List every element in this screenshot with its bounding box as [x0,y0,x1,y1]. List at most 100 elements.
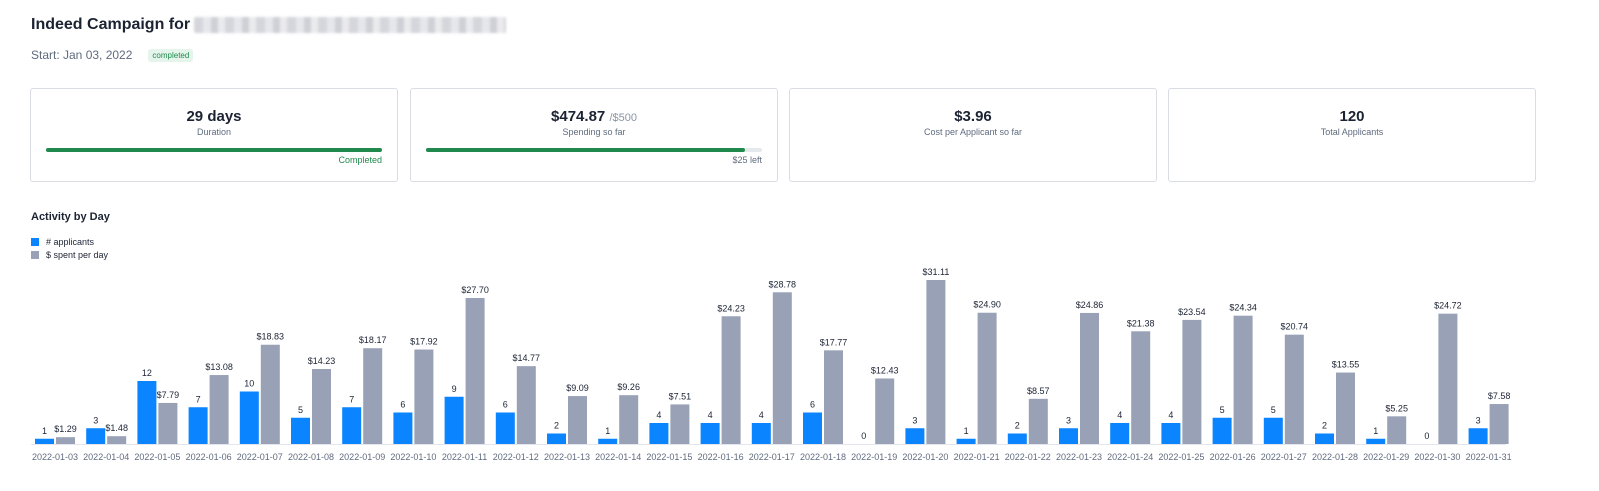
x-tick-label: 2022-01-20 [902,452,948,462]
bar-applicants [137,381,157,444]
bar-spent [209,375,229,444]
x-tick-label: 2022-01-17 [749,452,795,462]
data-label-spent: $24.34 [1229,303,1257,313]
data-label-applicants: 5 [1220,405,1225,415]
bar-spent [772,292,792,444]
bar-applicants [342,407,362,444]
data-label-applicants: 0 [1424,431,1429,441]
data-label-applicants: 1 [1373,426,1378,436]
spending-progress-fill [426,148,746,152]
bar-applicants [35,438,54,444]
bar-applicants [1468,428,1488,444]
spending-progress-track [426,148,762,152]
spending-budget: /$500 [609,112,637,124]
bar-applicants [700,423,720,444]
data-label-spent: $24.90 [973,300,1001,310]
bar-spent [260,344,280,444]
data-label-spent: $13.55 [1332,360,1360,370]
data-label-applicants: 5 [298,405,303,415]
chart-title: Activity by Day [31,211,110,223]
x-tick-label: 2022-01-23 [1056,452,1102,462]
data-label-applicants: 6 [810,400,815,410]
spending-remaining: $25 left [732,155,762,165]
bar-spent [1489,404,1509,444]
data-label-spent: $27.70 [461,285,489,295]
data-label-applicants: 3 [1476,415,1481,425]
bar-spent [107,436,127,444]
data-label-spent: $13.08 [205,362,233,372]
data-label-applicants: 1 [605,426,610,436]
data-label-spent: $7.79 [157,390,180,400]
total-applicants-value: 120 [1339,108,1365,125]
bar-spent [670,404,690,444]
data-label-spent: $18.83 [257,332,285,342]
legend-swatch-applicants [31,238,39,246]
bar-spent [1336,372,1355,444]
data-label-applicants: 2 [1322,421,1327,431]
x-tick-label: 2022-01-04 [83,452,129,462]
bar-spent [363,348,383,444]
bar-spent [465,297,485,444]
campaign-meta: Start: Jan 03, 2022 completed [31,48,194,62]
status-badge: completed [148,48,194,62]
x-tick-label: 2022-01-27 [1261,452,1307,462]
data-label-spent: $23.54 [1178,307,1206,317]
bar-spent [1233,315,1253,444]
data-label-spent: $21.38 [1127,318,1155,328]
cost-per-applicant-label: Cost per Applicant so far [923,127,1023,137]
campaign-title-text: Indeed Campaign for [31,16,191,33]
data-label-applicants: 2 [1015,421,1020,431]
bar-spent [1080,312,1099,444]
cost-per-applicant-card: $3.96 Cost per Applicant so far [789,88,1157,182]
data-label-applicants: 4 [1168,410,1173,420]
bar-spent [568,396,587,444]
spending-card: $474.87 /$500 Spending so far $25 left [410,88,778,182]
bar-spent [414,349,434,444]
data-label-spent: $5.25 [1385,403,1408,413]
data-label-applicants: 0 [861,431,866,441]
duration-value: 29 days [186,108,242,125]
bar-applicants [495,412,515,444]
total-applicants-card: 120 Total Applicants [1168,88,1536,182]
data-label-spent: $20.74 [1281,322,1309,332]
bar-applicants [547,433,566,444]
x-tick-label: 2022-01-26 [1210,452,1256,462]
x-tick-label: 2022-01-29 [1363,452,1409,462]
bar-applicants [1161,423,1181,444]
bar-applicants [393,412,413,444]
data-label-spent: $18.17 [359,335,387,345]
total-applicants-label: Total Applicants [1320,127,1384,137]
data-label-spent: $24.86 [1076,300,1104,310]
x-tick-label: 2022-01-28 [1312,452,1358,462]
bar-applicants [239,391,259,444]
data-label-applicants: 9 [452,384,457,394]
x-tick-label: 2022-01-24 [1107,452,1153,462]
x-tick-label: 2022-01-12 [493,452,539,462]
data-label-applicants: 1 [42,426,47,436]
bar-applicants [1007,433,1027,444]
legend-label-applicants: # applicants [46,237,95,247]
x-tick-label: 2022-01-31 [1466,452,1512,462]
bar-applicants [188,407,208,444]
data-label-applicants: 4 [1117,410,1122,420]
bar-applicants [1059,428,1078,444]
bar-spent [1182,319,1202,444]
x-tick-label: 2022-01-05 [134,452,180,462]
legend-swatch-spent [31,251,39,259]
duration-status: Completed [338,155,382,165]
data-label-applicants: 3 [912,415,917,425]
data-label-applicants: 6 [503,400,508,410]
bar-spent [312,368,331,444]
bar-spent [1387,416,1407,444]
bar-spent [875,378,895,444]
bar-applicants [1212,417,1232,444]
x-tick-label: 2022-01-15 [646,452,692,462]
x-tick-label: 2022-01-22 [1005,452,1051,462]
bar-applicants [1315,433,1334,444]
x-tick-label: 2022-01-19 [851,452,897,462]
bar-applicants [291,417,310,444]
data-label-applicants: 2 [554,421,559,431]
data-label-applicants: 6 [400,400,405,410]
data-label-spent: $7.51 [669,391,692,401]
